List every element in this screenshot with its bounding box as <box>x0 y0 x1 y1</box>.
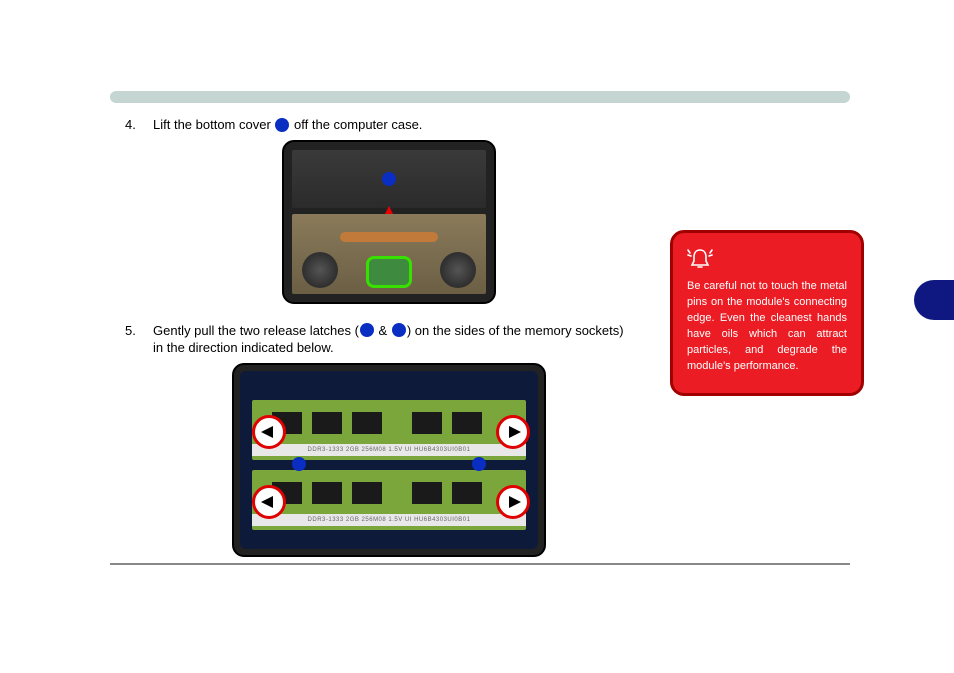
fig1-fan-right <box>440 252 476 288</box>
fig2-ram-top: DDR3-1333 2GB 256M08 1.5V UI HU6B4303UI0… <box>252 400 526 460</box>
document-page: Lift the bottom cover off the computer c… <box>0 0 954 673</box>
step-4: Lift the bottom cover off the computer c… <box>125 117 625 309</box>
step-5: Gently pull the two release latches ( & … <box>125 323 625 562</box>
fig2-latch-arrow-br <box>496 485 530 519</box>
step-4-text-b: off the computer case. <box>290 117 422 132</box>
fig1-ram-circle <box>366 256 412 288</box>
fig2-callout-dot-left <box>292 457 306 471</box>
callout-dot <box>275 118 289 132</box>
figure-2-wrap: DDR3-1333 2GB 256M08 1.5V UI HU6B4303UI0… <box>153 363 625 562</box>
fig2-chip <box>452 412 482 434</box>
instruction-content: Lift the bottom cover off the computer c… <box>125 117 625 575</box>
warning-callout: Be careful not to touch the metal pins o… <box>670 230 864 396</box>
fig2-ram-label-top: DDR3-1333 2GB 256M08 1.5V UI HU6B4303UI0… <box>252 444 526 456</box>
callout-dot-2 <box>360 323 374 337</box>
fig2-ram-bottom: DDR3-1333 2GB 256M08 1.5V UI HU6B4303UI0… <box>252 470 526 530</box>
chapter-tab <box>914 280 954 320</box>
footer-line <box>110 563 850 565</box>
fig2-chip <box>452 482 482 504</box>
figure-2-memory-sockets: DDR3-1333 2GB 256M08 1.5V UI HU6B4303UI0… <box>232 363 546 557</box>
fig2-latch-arrow-tl <box>252 415 286 449</box>
figure-1-laptop-underside <box>282 140 496 304</box>
fig2-chip <box>412 482 442 504</box>
step-4-text-a: Lift the bottom cover <box>153 117 274 132</box>
step-5-text-a: Gently pull the two release latches ( <box>153 323 359 338</box>
fig2-chip <box>412 412 442 434</box>
figure-1-wrap <box>153 140 625 309</box>
header-bar <box>110 91 850 103</box>
fig2-latch-arrow-tr <box>496 415 530 449</box>
step-list: Lift the bottom cover off the computer c… <box>125 117 625 561</box>
fig2-chip <box>352 412 382 434</box>
fig2-chip <box>312 482 342 504</box>
warning-text: Be careful not to touch the metal pins o… <box>687 280 847 372</box>
callout-dot-3 <box>392 323 406 337</box>
step-5-amp: & <box>375 323 391 338</box>
fig2-chip <box>352 482 382 504</box>
fig2-callout-dot-right <box>472 457 486 471</box>
fig1-callout-dot <box>382 172 396 186</box>
fig2-latch-arrow-bl <box>252 485 286 519</box>
fig1-fan-left <box>302 252 338 288</box>
warning-icon <box>687 247 713 269</box>
fig2-ram-label-bottom: DDR3-1333 2GB 256M08 1.5V UI HU6B4303UI0… <box>252 514 526 526</box>
fig1-heatpipe <box>340 232 438 242</box>
fig1-internals <box>292 214 486 294</box>
fig2-chip <box>312 412 342 434</box>
